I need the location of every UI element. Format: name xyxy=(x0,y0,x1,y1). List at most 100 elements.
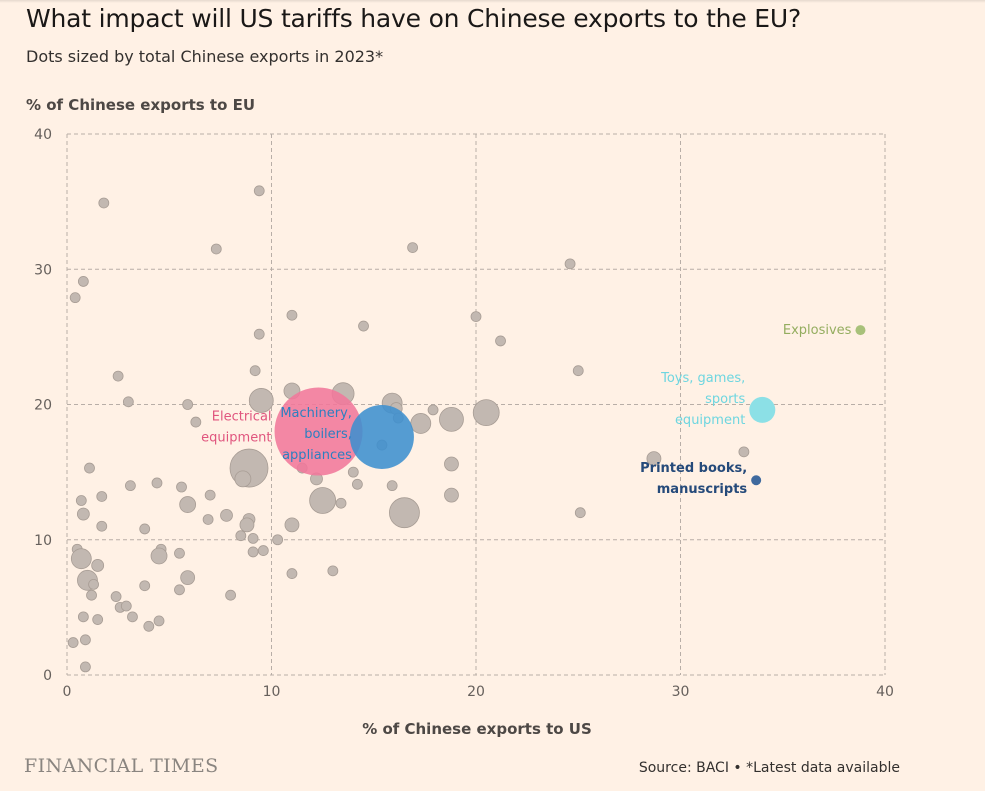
x-tick-label: 20 xyxy=(467,684,485,700)
data-point xyxy=(286,309,298,321)
data-point xyxy=(470,311,482,322)
data-point xyxy=(253,185,265,197)
y-axis-label: % of Chinese exports to EU xyxy=(26,96,256,114)
data-point xyxy=(69,292,81,304)
data-point xyxy=(410,413,432,434)
data-point xyxy=(67,637,79,648)
data-point xyxy=(234,470,252,488)
data-point xyxy=(92,614,104,625)
y-tick-label: 0 xyxy=(43,668,52,684)
data-point xyxy=(127,611,138,623)
data-point xyxy=(86,589,97,601)
data-point xyxy=(335,497,347,509)
y-tick-labels: 0 10 20 30 40 xyxy=(34,127,52,684)
data-point xyxy=(143,620,155,632)
data-point xyxy=(574,507,586,519)
data-point xyxy=(407,242,419,254)
data-point xyxy=(248,388,274,413)
data-point xyxy=(646,451,662,467)
data-point xyxy=(286,568,298,579)
point-printed-books-manuscripts xyxy=(751,475,762,486)
data-point xyxy=(444,487,459,503)
x-tick-label: 0 xyxy=(63,684,72,700)
data-point xyxy=(347,466,359,478)
data-point xyxy=(110,591,122,602)
data-point xyxy=(272,534,284,546)
data-point xyxy=(309,487,337,514)
data-point xyxy=(80,634,91,646)
data-point xyxy=(564,258,576,270)
data-point xyxy=(220,509,233,522)
data-point xyxy=(202,514,214,525)
data-point xyxy=(572,365,584,377)
data-point xyxy=(122,396,134,408)
data-point xyxy=(77,611,89,623)
data-point xyxy=(120,600,132,612)
data-point xyxy=(386,480,398,492)
data-point xyxy=(247,532,259,544)
data-point xyxy=(80,661,91,673)
label-toys-games-sports-equipment: Toys, games, sports equipment xyxy=(660,371,745,428)
y-tick-label: 40 xyxy=(34,127,52,143)
data-point xyxy=(738,446,750,458)
x-tick-labels: 0 10 20 30 40 xyxy=(63,684,894,700)
top-edge-shadow xyxy=(0,0,985,3)
data-point xyxy=(327,565,339,577)
point-toys-games-sports-equipment xyxy=(749,396,776,423)
data-point xyxy=(239,517,255,533)
data-point xyxy=(124,480,136,492)
data-point xyxy=(150,547,168,565)
data-point xyxy=(284,517,300,533)
x-tick-label: 40 xyxy=(876,684,894,700)
data-point xyxy=(153,615,165,627)
data-point xyxy=(96,491,108,502)
data-point xyxy=(139,523,151,535)
point-machinery-boilers-appliances xyxy=(349,404,414,469)
data-point xyxy=(210,243,222,255)
y-tick-label: 20 xyxy=(34,398,52,414)
label-printed-books-manuscripts: Printed books, manuscripts xyxy=(640,461,747,497)
data-point xyxy=(151,477,163,489)
x-tick-label: 30 xyxy=(672,684,690,700)
data-point xyxy=(444,456,459,472)
point-electrical-equipment xyxy=(274,387,363,476)
data-point xyxy=(98,197,110,209)
y-tick-label: 10 xyxy=(34,533,52,549)
data-point xyxy=(225,589,237,601)
data-point xyxy=(204,489,216,501)
point-explosives xyxy=(855,325,866,336)
data-point xyxy=(427,404,439,416)
chart-subtitle: Dots sized by total Chinese exports in 2… xyxy=(26,47,384,66)
data-point xyxy=(182,399,194,410)
data-point xyxy=(190,416,202,428)
grid-lines xyxy=(66,133,886,676)
data-point xyxy=(84,462,95,474)
data-point xyxy=(174,584,185,596)
data-point xyxy=(77,276,89,287)
data-point xyxy=(235,530,247,542)
data-point xyxy=(76,507,90,521)
x-axis-label: % of Chinese exports to US xyxy=(362,720,592,738)
data-point xyxy=(351,478,363,490)
data-point xyxy=(180,570,196,586)
data-point xyxy=(75,495,87,506)
label-explosives: Explosives xyxy=(783,323,852,338)
label-electrical-equipment: Electrical equipment xyxy=(201,410,271,446)
highlighted-points xyxy=(274,325,866,486)
data-point xyxy=(253,328,265,340)
label-machinery-boilers-appliances: Machinery, boilers, appliances xyxy=(280,406,352,463)
data-point xyxy=(439,406,464,432)
data-point xyxy=(249,365,261,377)
data-point xyxy=(139,580,151,592)
data-point xyxy=(96,520,108,532)
data-point xyxy=(112,370,124,382)
x-tick-label: 10 xyxy=(263,684,281,700)
financial-times-logo: FINANCIAL TIMES xyxy=(24,755,219,777)
data-point xyxy=(179,496,197,513)
data-point xyxy=(472,399,500,427)
data-point xyxy=(257,545,269,556)
y-tick-label: 30 xyxy=(34,262,52,278)
data-point xyxy=(88,578,99,590)
